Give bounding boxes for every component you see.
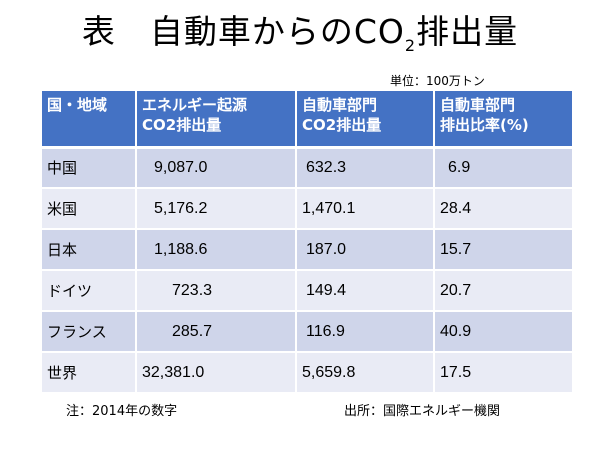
header-auto-co2: 自動車部門 CO2排出量 <box>296 91 435 149</box>
cell-auto-ratio-value: 6.9 <box>448 158 471 176</box>
page-title: 表自動車からのCO2排出量 <box>0 12 600 55</box>
cell-auto-co2-value: 116.9 <box>306 322 345 340</box>
cell-region: ドイツ <box>42 270 137 312</box>
cell-energy-co2: 5,176.2 <box>136 188 297 230</box>
cell-auto-co2: 116.9 <box>296 311 435 353</box>
header-auto-ratio-line2: 排出比率(%) <box>440 116 529 135</box>
unit-label: 単位：100万トン <box>390 74 485 88</box>
cell-energy-co2: 32,381.0 <box>136 352 297 394</box>
cell-region: 日本 <box>42 229 137 271</box>
cell-auto-co2: 149.4 <box>296 270 435 312</box>
cell-energy-co2-value: 723.3 <box>172 281 213 299</box>
table-row: 世界 32,381.0 5,659.8 17.5 <box>42 352 572 394</box>
table-row: 米国 5,176.2 1,470.1 28.4 <box>42 188 572 230</box>
table-header-row: 国・地域 エネルギー起源 CO2排出量 自動車部門 CO2排出量 自動車部門排出比率… <box>42 91 572 149</box>
header-auto-ratio-line1: 自動車部門 <box>440 96 516 114</box>
header-region: 国・地域 <box>42 91 137 149</box>
title-prefix: 表 <box>81 12 116 51</box>
source-note: 出所：国際エネルギー機関 <box>344 404 501 419</box>
header-energy-co2-line1: エネルギー起源 <box>142 96 248 114</box>
table-row: 日本 1,188.6 187.0 15.7 <box>42 229 572 271</box>
cell-auto-ratio: 15.7 <box>434 229 572 271</box>
header-auto-ratio: 自動車部門排出比率(%) <box>434 91 572 149</box>
cell-auto-ratio-value: 20.7 <box>440 281 472 299</box>
cell-auto-ratio: 6.9 <box>434 147 572 189</box>
cell-region: 中国 <box>42 147 137 189</box>
cell-auto-co2-value: 5,659.8 <box>302 363 356 381</box>
table-row: ドイツ 723.3 149.4 20.7 <box>42 270 572 312</box>
cell-energy-co2-value: 1,188.6 <box>154 240 208 258</box>
cell-energy-co2: 9,087.0 <box>136 147 297 189</box>
header-auto-co2-line2: CO2排出量 <box>302 116 382 135</box>
cell-region: 米国 <box>42 188 137 230</box>
cell-energy-co2-value: 285.7 <box>172 322 213 340</box>
cell-region: 世界 <box>42 352 137 394</box>
cell-energy-co2-value: 5,176.2 <box>154 199 208 217</box>
cell-auto-co2: 632.3 <box>296 147 435 189</box>
cell-auto-ratio-value: 40.9 <box>440 322 472 340</box>
header-auto-co2-line1: 自動車部門 <box>302 96 378 114</box>
table-row: フランス 285.7 116.9 40.9 <box>42 311 572 353</box>
cell-auto-co2: 5,659.8 <box>296 352 435 394</box>
emissions-table: 国・地域 エネルギー起源 CO2排出量 自動車部門 CO2排出量 自動車部門排出比率… <box>42 91 572 394</box>
header-energy-co2: エネルギー起源 CO2排出量 <box>136 91 297 149</box>
footnote: 注：2014年の数字 <box>66 404 178 419</box>
table-row: 中国 9,087.0 632.3 6.9 <box>42 147 572 189</box>
cell-auto-co2-value: 632.3 <box>306 158 347 176</box>
cell-auto-ratio-value: 15.7 <box>440 240 472 258</box>
cell-auto-ratio: 17.5 <box>434 352 572 394</box>
cell-auto-co2-value: 149.4 <box>306 281 347 299</box>
cell-auto-ratio-value: 17.5 <box>440 363 472 381</box>
cell-energy-co2: 723.3 <box>136 270 297 312</box>
title-suffix: 排出量 <box>416 12 519 51</box>
cell-auto-ratio-value: 28.4 <box>440 199 472 217</box>
cell-region: フランス <box>42 311 137 353</box>
header-energy-co2-line2: CO2排出量 <box>142 116 222 135</box>
title-subscript: 2 <box>404 36 417 55</box>
cell-auto-co2: 187.0 <box>296 229 435 271</box>
cell-auto-ratio: 20.7 <box>434 270 572 312</box>
cell-auto-co2-value: 1,470.1 <box>302 199 356 217</box>
cell-energy-co2: 285.7 <box>136 311 297 353</box>
cell-energy-co2: 1,188.6 <box>136 229 297 271</box>
cell-auto-ratio: 40.9 <box>434 311 572 353</box>
cell-auto-co2-value: 187.0 <box>306 240 347 258</box>
cell-energy-co2-value: 9,087.0 <box>154 158 208 176</box>
cell-auto-co2: 1,470.1 <box>296 188 435 230</box>
cell-auto-ratio: 28.4 <box>434 188 572 230</box>
header-region-line1: 国・地域 <box>47 96 108 114</box>
cell-energy-co2-value: 32,381.0 <box>142 363 205 381</box>
title-main: 自動車からのCO <box>149 12 405 51</box>
